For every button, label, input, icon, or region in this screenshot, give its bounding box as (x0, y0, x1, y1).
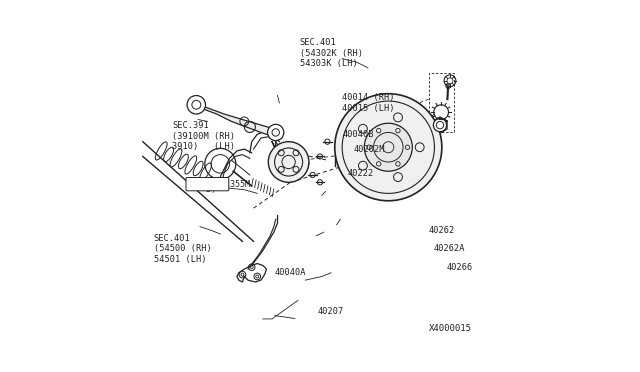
Circle shape (337, 129, 392, 184)
Circle shape (376, 169, 383, 174)
Text: 40266: 40266 (447, 263, 473, 272)
Circle shape (268, 142, 309, 182)
Circle shape (346, 138, 352, 144)
Text: ¸091B4-2355M: ¸091B4-2355M (190, 180, 250, 189)
Circle shape (268, 124, 284, 141)
Text: 40014 (RH)
40015 (LH): 40014 (RH) 40015 (LH) (342, 93, 395, 113)
Polygon shape (193, 105, 276, 136)
Circle shape (187, 96, 205, 114)
Text: 40262: 40262 (429, 226, 455, 235)
Circle shape (433, 118, 447, 132)
Text: SEC.401
(54500 (RH)
54501 (LH): SEC.401 (54500 (RH) 54501 (LH) (154, 234, 212, 264)
Circle shape (335, 94, 442, 201)
Text: 40222: 40222 (348, 169, 374, 177)
Text: 40040B: 40040B (343, 130, 374, 139)
Circle shape (376, 138, 383, 144)
FancyBboxPatch shape (186, 177, 229, 191)
Text: 40262A: 40262A (434, 244, 465, 253)
Circle shape (346, 169, 352, 174)
Text: ( B): ( B) (196, 185, 216, 194)
Text: 40040A: 40040A (275, 268, 307, 277)
Text: 40202M: 40202M (353, 145, 385, 154)
Text: X4000015: X4000015 (429, 324, 472, 333)
Circle shape (364, 123, 412, 171)
Text: SEC.391
(39100M (RH)
3910)   (LH): SEC.391 (39100M (RH) 3910) (LH) (172, 121, 236, 151)
Text: 40207: 40207 (317, 307, 344, 316)
Text: SEC.401
(54302K (RH)
54303K (LH): SEC.401 (54302K (RH) 54303K (LH) (300, 38, 363, 68)
